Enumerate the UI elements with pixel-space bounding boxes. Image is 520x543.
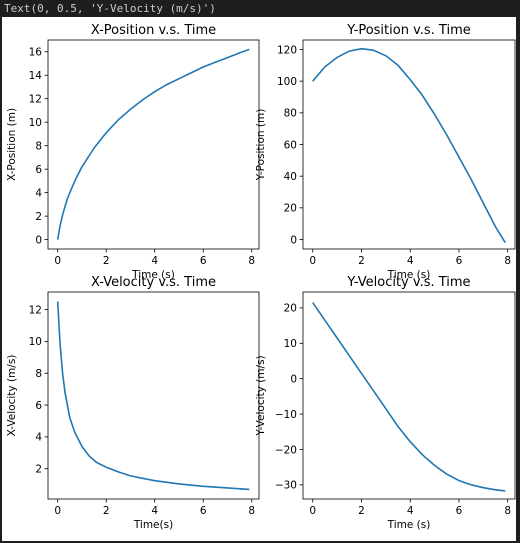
y-axis-label: Y-Position (m) xyxy=(255,109,267,182)
y-tick-label: 2 xyxy=(35,464,42,476)
series-line xyxy=(312,302,506,492)
x-tick-label: 4 xyxy=(407,505,414,517)
series-line xyxy=(56,301,250,491)
y-axis-label: Y-Velocity (m/s) xyxy=(255,355,267,436)
x-tick-label: 8 xyxy=(248,505,255,517)
y-tick-label: −10 xyxy=(275,409,297,421)
x-tick-label: 6 xyxy=(200,505,207,517)
y-tick-label: 16 xyxy=(29,47,43,59)
x-tick-label: 8 xyxy=(504,255,511,267)
subplot-4: 0 2 4 6 8 −30 −20 −10 0 10 20 Y-Velocity v.s. Time T… xyxy=(255,275,516,531)
y-tick-label: 14 xyxy=(29,70,43,82)
x-tick-label: 6 xyxy=(200,255,207,267)
x-axis-label: Time (s) xyxy=(387,269,431,281)
axes-frame xyxy=(47,291,260,500)
x-tick-label: 0 xyxy=(54,255,61,267)
y-tick-label: 0 xyxy=(35,234,42,246)
cell-output-header: Text(0, 0.5, 'Y-Velocity (m/s)') xyxy=(0,0,520,17)
x-tick-label: 0 xyxy=(309,255,316,267)
chart-title: Y-Position v.s. Time xyxy=(346,23,471,38)
x-tick-label: 4 xyxy=(151,505,158,517)
y-axis-label: X-Velocity (m/s) xyxy=(6,355,18,437)
y-tick-label: 10 xyxy=(284,338,297,350)
y-tick-label: 20 xyxy=(284,203,297,215)
y-tick-label: 6 xyxy=(35,400,42,412)
y-tick-label: 60 xyxy=(284,139,297,151)
y-tick-label: 120 xyxy=(277,44,297,56)
y-tick-label: 80 xyxy=(284,108,297,120)
y-tick-label: 10 xyxy=(29,117,42,129)
y-tick-label: 4 xyxy=(35,432,42,444)
x-tick-label: 6 xyxy=(456,255,463,267)
axes-frame xyxy=(302,291,516,500)
chart-title: Y-Velocity v.s. Time xyxy=(346,275,470,290)
y-tick-label: −30 xyxy=(275,480,297,492)
y-tick-label: 8 xyxy=(35,368,42,380)
axes-frame xyxy=(302,39,516,250)
y-tick-label: 0 xyxy=(290,234,297,246)
y-tick-label: 8 xyxy=(35,140,42,152)
x-tick-label: 2 xyxy=(358,505,365,517)
y-tick-label: 2 xyxy=(35,211,42,223)
x-axis-label: Time(s) xyxy=(133,519,173,531)
y-tick-label: 4 xyxy=(35,187,42,199)
y-axis-label: X-Position (m) xyxy=(6,108,18,181)
x-tick-label: 8 xyxy=(248,255,255,267)
y-tick-label: −20 xyxy=(275,444,297,456)
x-tick-label: 6 xyxy=(456,505,463,517)
x-tick-label: 0 xyxy=(54,505,61,517)
y-tick-label: 6 xyxy=(35,164,42,176)
subplot-1: 0 2 4 6 8 0 2 4 6 8 10 12 14 16 X-Position v.s. Time Ti… xyxy=(6,23,260,281)
x-tick-label: 0 xyxy=(309,505,316,517)
series-line xyxy=(56,48,250,240)
subplot-3: 0 2 4 6 8 2 4 6 8 10 12 X-Velocity v.s. Time Time(s)… xyxy=(6,275,260,531)
x-tick-label: 4 xyxy=(151,255,158,267)
x-tick-label: 8 xyxy=(504,505,511,517)
x-axis-label: Time (s) xyxy=(131,269,175,281)
y-tick-label: 12 xyxy=(29,304,42,316)
axes-frame xyxy=(47,39,260,250)
y-tick-label: 0 xyxy=(290,373,297,385)
cell-output-text: Text(0, 0.5, 'Y-Velocity (m/s)') xyxy=(4,2,216,15)
series-line xyxy=(312,47,506,244)
y-tick-label: 40 xyxy=(284,171,297,183)
x-tick-label: 4 xyxy=(407,255,414,267)
x-tick-label: 2 xyxy=(358,255,365,267)
y-tick-label: 100 xyxy=(277,76,297,88)
chart-title: X-Velocity v.s. Time xyxy=(91,275,216,290)
figure-panel: 0 2 4 6 8 0 2 4 6 8 10 12 14 16 X-Position v.s. Time Ti… xyxy=(2,17,516,541)
chart-title: X-Position v.s. Time xyxy=(91,23,216,38)
x-axis-label: Time (s) xyxy=(387,519,431,531)
y-tick-label: 12 xyxy=(29,94,42,106)
y-tick-label: 20 xyxy=(284,303,297,315)
y-tick-label: 10 xyxy=(29,336,42,348)
x-tick-label: 2 xyxy=(103,505,110,517)
x-tick-label: 2 xyxy=(103,255,110,267)
